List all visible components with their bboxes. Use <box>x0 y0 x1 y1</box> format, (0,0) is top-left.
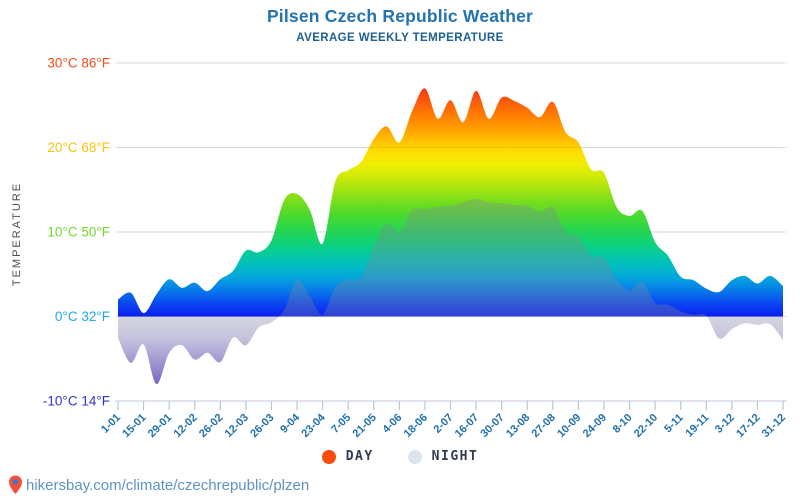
night-temperature-area <box>118 199 783 385</box>
legend-item-day[interactable]: DAY <box>321 449 374 464</box>
x-tick-label: 10-09 <box>555 412 583 440</box>
day-dot-icon <box>321 449 336 464</box>
x-tick-label: 12-03 <box>223 412 251 440</box>
legend-item-night[interactable]: NIGHT <box>407 449 479 464</box>
x-tick-label: 29-01 <box>146 412 174 440</box>
y-axis-title: TEMPERATURE <box>11 182 23 286</box>
x-tick-label: 17-12 <box>734 412 762 440</box>
x-tick-label: 15-01 <box>120 412 148 440</box>
legend-night-label: NIGHT <box>431 449 479 464</box>
x-tick-label: 26-03 <box>248 412 276 440</box>
x-tick-label: 16-07 <box>453 412 481 440</box>
x-tick-label: 30-07 <box>478 412 506 440</box>
chart-title: Pilsen Czech Republic Weather <box>266 6 534 26</box>
chart-subtitle: AVERAGE WEEKLY TEMPERATURE <box>296 32 504 44</box>
footer-url[interactable]: hikersbay.com/climate/czechrepublic/plze… <box>26 476 310 494</box>
x-tick-label: 19-11 <box>683 412 711 440</box>
x-tick-label: 23-04 <box>299 411 328 440</box>
footer: hikersbay.com/climate/czechrepublic/plze… <box>8 475 309 495</box>
x-tick-label: 18-06 <box>402 412 430 440</box>
y-tick-label: -10°C 14°F <box>43 394 110 409</box>
chart-header: Pilsen Czech Republic Weather AVERAGE WE… <box>0 6 800 44</box>
x-tick-label: 24-09 <box>581 412 609 440</box>
y-tick-label: 20°C 68°F <box>47 140 110 155</box>
y-tick-label: 0°C 32°F <box>55 309 110 324</box>
chart-legend: DAY NIGHT <box>0 449 800 464</box>
night-dot-icon <box>407 449 422 464</box>
x-tick-label: 26-02 <box>197 412 225 440</box>
y-tick-label: 10°C 50°F <box>47 225 110 240</box>
x-tick-label: 12-02 <box>171 412 199 440</box>
legend-day-label: DAY <box>345 449 374 464</box>
x-tick-label: 21-05 <box>351 412 379 440</box>
location-pin-icon <box>9 475 22 494</box>
x-tick-label: 5-11 <box>662 412 686 436</box>
x-tick-label: 31-12 <box>760 412 788 440</box>
x-tick-label: 22-10 <box>632 412 660 440</box>
x-tick-label: 13-08 <box>504 412 532 440</box>
day-temperature-area <box>118 88 783 317</box>
y-tick-label: 30°C 86°F <box>47 56 110 71</box>
x-tick-label: 27-08 <box>530 412 558 440</box>
